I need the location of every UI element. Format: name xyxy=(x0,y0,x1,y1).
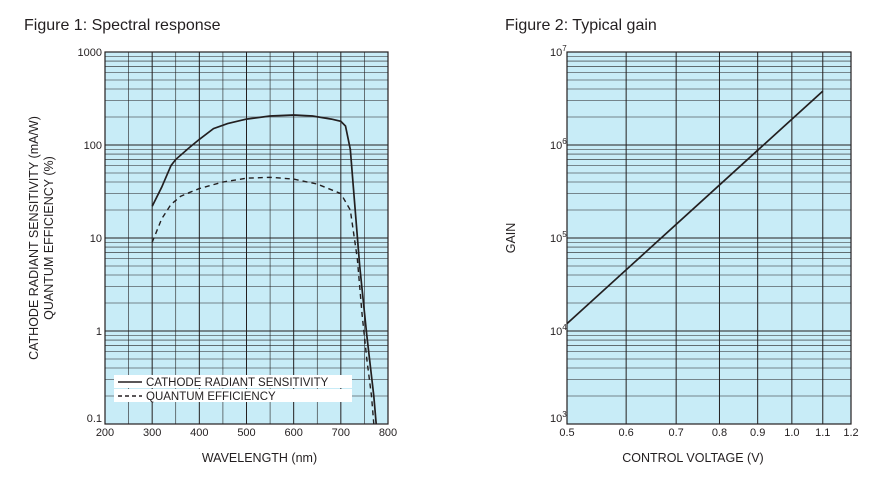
chart1-y-tick-label: 0.1 xyxy=(87,413,102,425)
chart1-series-sensitivity xyxy=(151,114,378,425)
chart2-x-tick-label: 0.6 xyxy=(618,427,633,439)
chart1-x-tick-label: 800 xyxy=(379,427,397,439)
chart2-x-axis-label: CONTROL VOLTAGE (V) xyxy=(622,451,763,465)
chart1-series-quantum-efficiency xyxy=(151,176,375,425)
chart2-y-tick-label: 107 xyxy=(550,44,567,59)
chart1-x-axis-label: WAVELENGTH (nm) xyxy=(202,451,317,465)
chart1-legend-label: CATHODE RADIANT SENSITIVITY xyxy=(146,377,329,389)
chart1-y-axis-label-2: QUANTUM EFFICIENCY (%) xyxy=(42,156,56,320)
chart1-legend-bg xyxy=(114,389,352,402)
chart1-group: 200 300 400 500 600 700 800 0.1 1 10 100 1000 WAVELE… xyxy=(27,47,397,465)
chart2-y-tick-label: 104 xyxy=(550,323,567,338)
chart1-y-axis-label-1: CATHODE RADIANT SENSITIVITY (mA/W) xyxy=(27,116,41,360)
chart2-x-tick-label: 0.7 xyxy=(669,427,684,439)
chart1-frame xyxy=(104,51,389,425)
chart1-x-tick-label: 600 xyxy=(284,427,302,439)
chart2-y-tick-label: 106 xyxy=(550,137,567,152)
chart1-y-tick-label: 100 xyxy=(84,140,102,152)
figure-2-title: Figure 2: Typical gain xyxy=(505,17,657,34)
chart1-y-tick-label: 1 xyxy=(96,326,102,338)
chart1-x-tick-label: 500 xyxy=(237,427,255,439)
chart2-y-tick-label: 105 xyxy=(550,230,567,245)
chart2-x-tick-label: 0.8 xyxy=(712,427,727,439)
chart1-x-tick-label: 400 xyxy=(190,427,208,439)
chart2-y-axis-label: GAIN xyxy=(504,223,518,254)
chart2-x-tick-label: 1.2 xyxy=(843,427,858,439)
chart2-x-tick-label: 0.9 xyxy=(750,427,765,439)
chart2-x-tick-label: 0.5 xyxy=(559,427,574,439)
chart1-x-tick-label: 700 xyxy=(332,427,350,439)
chart2-x-tick-label: 1.0 xyxy=(784,427,799,439)
chart1-legend-bg xyxy=(114,375,352,388)
figure-1-title: Figure 1: Spectral response xyxy=(24,17,221,34)
chart1-legend-label: QUANTUM EFFICIENCY xyxy=(146,391,276,403)
chart1-y-tick-label: 10 xyxy=(90,233,102,245)
chart1-y-tick-label: 1000 xyxy=(78,47,102,59)
chart2-x-tick-label: 1.1 xyxy=(815,427,830,439)
chart2-series-gain xyxy=(566,90,824,325)
chart1-x-tick-label: 300 xyxy=(143,427,161,439)
chart2-group: 0.5 0.6 0.7 0.8 0.9 1.0 1.1 1.2 103 104 105 106 107 C… xyxy=(504,44,859,465)
chart1-x-tick-label: 200 xyxy=(96,427,114,439)
chart2-y-tick-label: 103 xyxy=(550,410,567,425)
chart2-frame xyxy=(566,51,852,425)
